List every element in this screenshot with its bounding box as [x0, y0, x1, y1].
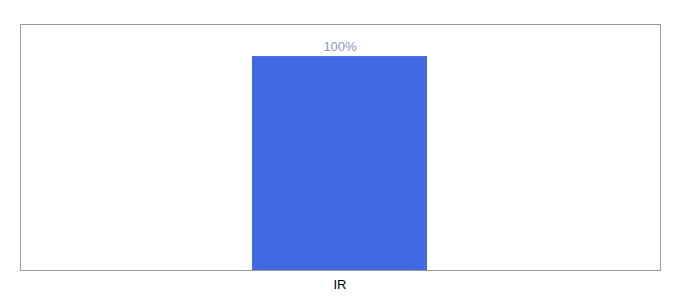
svg-text:IR: IR	[334, 277, 347, 292]
svg-text:100%: 100%	[323, 39, 357, 54]
